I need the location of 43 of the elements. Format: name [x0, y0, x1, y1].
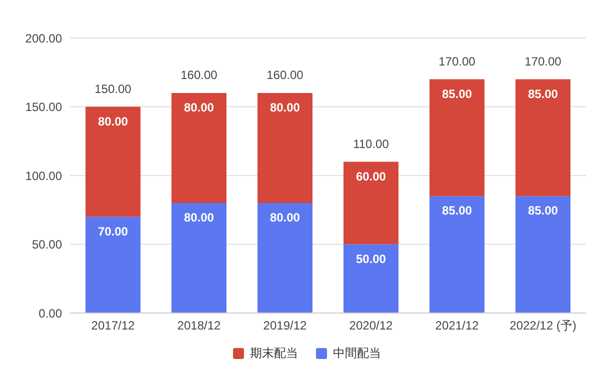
bar: [343, 162, 398, 244]
legend-label: 期末配当: [249, 345, 298, 362]
bar: [515, 79, 570, 196]
x-tick-label: 2018/12: [177, 318, 222, 333]
data-label: 80.00: [270, 210, 300, 225]
x-tick-label: 2019/12: [263, 318, 308, 333]
x-tick-label: 2020/12: [349, 318, 394, 333]
data-label: 85.00: [442, 204, 472, 218]
bar: [343, 244, 398, 313]
data-label: 60.00: [356, 169, 386, 184]
x-tick-label: 2022/12 (予): [510, 318, 576, 333]
bar: [429, 196, 484, 313]
total-label: 160.00: [180, 68, 218, 82]
y-tick-label: 50.00: [32, 238, 62, 252]
y-tick-label: 0.00: [38, 306, 62, 320]
total-label: 150.00: [94, 82, 132, 96]
x-tick-label: 2017/12: [91, 318, 136, 333]
data-label: 85.00: [528, 86, 558, 101]
data-label: 85.00: [442, 86, 472, 101]
bar: [171, 93, 226, 203]
bar: [257, 93, 312, 203]
legend-label: 中間配当: [332, 345, 381, 362]
bar: [171, 203, 226, 313]
data-label: 70.00: [98, 224, 128, 238]
data-label: 50.00: [356, 252, 386, 266]
bar: [257, 203, 312, 313]
data-label: 80.00: [184, 210, 214, 225]
data-label: 80.00: [184, 100, 214, 115]
bar: [85, 216, 140, 313]
data-label: 80.00: [270, 100, 300, 115]
bar: [515, 196, 570, 313]
bar: [429, 79, 484, 196]
x-tick-label: 2021/12: [435, 318, 480, 333]
bar: [85, 106, 140, 217]
total-label: 170.00: [438, 54, 476, 68]
total-label: 160.00: [266, 68, 304, 82]
y-tick-label: 200.00: [25, 31, 62, 46]
y-tick-label: 150.00: [25, 100, 62, 114]
y-tick-label: 100.00: [25, 168, 62, 183]
total-label: 170.00: [524, 54, 562, 68]
data-label: 85.00: [528, 204, 558, 218]
total-label: 110.00: [353, 136, 390, 151]
data-label: 80.00: [98, 114, 128, 128]
